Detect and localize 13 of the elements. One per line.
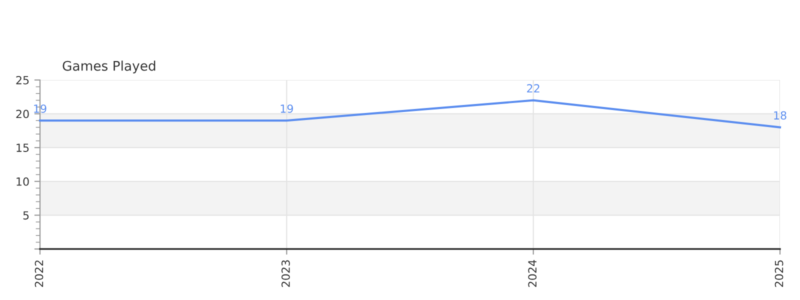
y-tick-label: 5 [23,211,29,220]
y-tick-label: 10 [16,177,29,186]
data-label: 22 [527,84,540,92]
y-tick-label: 15 [16,144,29,152]
data-label: 18 [774,111,786,120]
x-tick-label: 2022 [34,260,44,287]
x-tick-label: 2025 [774,260,784,287]
x-tick-label: 2023 [281,260,290,287]
x-tick-label: 2024 [528,260,537,287]
chart-title: Games Played [62,60,156,74]
y-tick-label: 20 [16,110,29,118]
data-label: 19 [280,104,293,113]
y-tick-label: 25 [16,76,29,84]
